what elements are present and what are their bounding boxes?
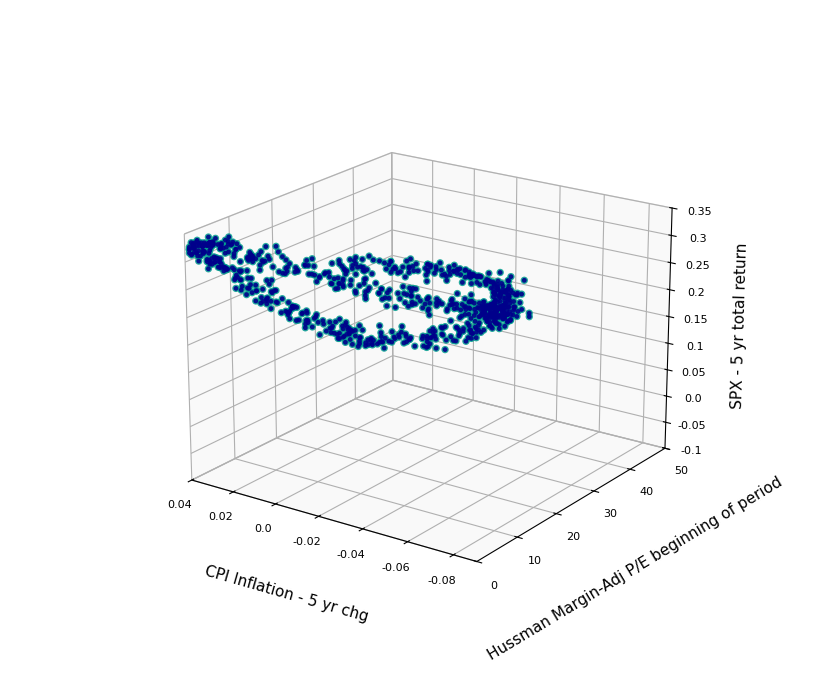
X-axis label: CPI Inflation - 5 yr chg: CPI Inflation - 5 yr chg	[203, 564, 369, 624]
Y-axis label: Hussman Margin-Adj P/E beginning of period: Hussman Margin-Adj P/E beginning of peri…	[485, 474, 784, 663]
